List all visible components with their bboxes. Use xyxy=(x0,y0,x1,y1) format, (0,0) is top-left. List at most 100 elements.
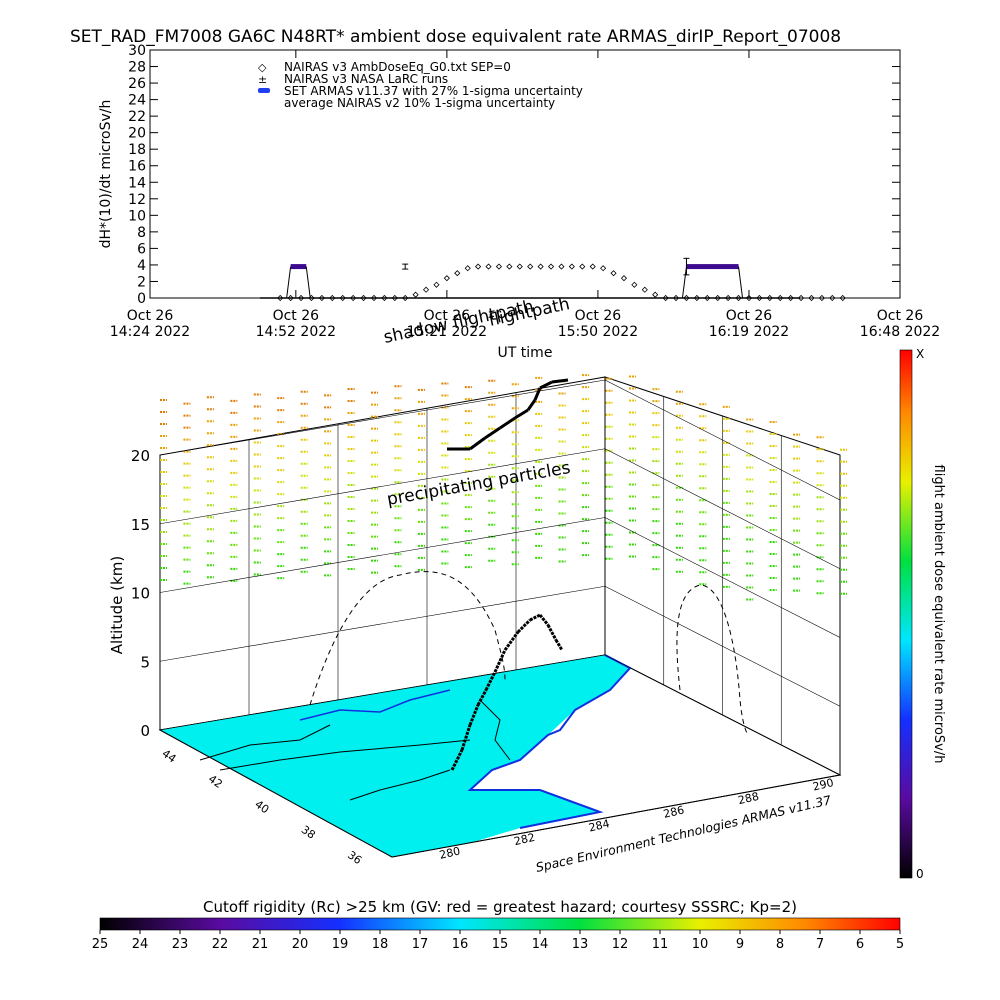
flightpath-segment xyxy=(529,613,541,622)
longitude-axis: 280 282 284 286 288 290 xyxy=(438,776,835,862)
nairas-point xyxy=(610,270,617,277)
nairas-point xyxy=(443,275,450,282)
nairas-point xyxy=(506,263,513,270)
x-tick-label-line1: Oct 26 xyxy=(575,308,622,324)
state-border-1 xyxy=(219,739,471,771)
3d-scene: 0 5 10 15 20 44 42 40 38 36 280 282 284 286 288 290 A… xyxy=(108,294,847,875)
timeseries-series xyxy=(260,257,846,302)
river xyxy=(479,699,511,761)
inland-water-1 xyxy=(299,689,451,721)
y-tick-label: 18 xyxy=(128,142,146,158)
upper-flightpath-segment xyxy=(533,387,542,401)
legend-symbol: ± xyxy=(258,73,267,86)
y-tick-label: 0 xyxy=(137,291,146,307)
timeseries-y-axis-label: dH*(10)/dt microSv/h xyxy=(98,100,114,249)
altitude-gridline xyxy=(159,585,606,662)
altitude-axis-label: Altitude (km) xyxy=(108,556,126,654)
rigidity-tick-label: 13 xyxy=(572,937,589,952)
altitude-gridline xyxy=(159,448,606,525)
rigidity-colorbar-title: Cutoff rigidity (Rc) >25 km (GV: red = g… xyxy=(203,898,797,916)
latitude-tick-label: 36 xyxy=(345,848,364,867)
nairas-point xyxy=(818,294,825,302)
legend-entry: NAIRAS v3 AmbDoseEq_G0.txt SEP=0 xyxy=(284,60,511,74)
altitude-gridline xyxy=(604,448,841,570)
rigidity-tick-label: 19 xyxy=(332,937,349,952)
nairas-point xyxy=(464,265,471,272)
x-tick-label-line1: Oct 26 xyxy=(273,308,320,324)
flightpath-segment xyxy=(484,671,497,691)
rigidity-tick-label: 15 xyxy=(492,937,509,952)
rigidity-tick-label: 23 xyxy=(172,937,189,952)
x-tick-label-line1: Oct 26 xyxy=(877,308,924,324)
flightpath-segment xyxy=(493,649,507,673)
armas-segment xyxy=(686,264,739,270)
x-tick-label-line2: 14:24 2022 xyxy=(110,324,190,340)
nairas-point xyxy=(516,263,523,270)
armas-rise xyxy=(286,266,292,299)
flightpath-segment xyxy=(468,704,480,726)
legend-symbol-armas xyxy=(258,88,270,93)
legend-entry: average NAIRAS v2 10% 1-sigma uncertaint… xyxy=(284,96,555,110)
y-tick-label: 8 xyxy=(137,225,146,241)
floor-front-edge xyxy=(391,774,841,858)
nairas-point xyxy=(547,263,555,270)
armas-rise xyxy=(681,266,687,299)
annotation-precipitating-particles: precipitating particles xyxy=(385,458,572,510)
rigidity-tick-label: 6 xyxy=(856,937,864,952)
altitude-gridline xyxy=(604,517,841,638)
nairas-point xyxy=(631,281,638,288)
y-tick-label: 28 xyxy=(128,60,146,76)
rigidity-colorbar xyxy=(99,917,901,931)
x-tick-label-line2: 15:21 2022 xyxy=(407,324,487,340)
x-tick-label-line2: 15:50 2022 xyxy=(558,324,638,340)
dose-colorbar-label: flight ambient dose equivalent rate micr… xyxy=(931,465,946,764)
rigidity-tick-label: 18 xyxy=(372,937,389,952)
latitude-tick-label: 38 xyxy=(299,823,318,842)
latitude-tick-label: 42 xyxy=(206,772,225,791)
rigidity-tick-label: 22 xyxy=(212,937,229,952)
x-tick-label-line2: 16:19 2022 xyxy=(709,324,789,340)
longitude-tick-label: 280 xyxy=(438,844,461,861)
upper-flightpath-segment xyxy=(539,380,553,390)
rigidity-tick-label: 5 xyxy=(896,937,904,952)
legend-entry: SET ARMAS v11.37 with 27% 1-sigma uncert… xyxy=(284,84,583,98)
flightpath-segment xyxy=(538,614,550,626)
altitude-tick-label: 20 xyxy=(131,447,150,465)
flightpath-segment xyxy=(460,724,472,751)
x-tick-label-line1: Oct 26 xyxy=(726,308,773,324)
altitude-tick-label: 15 xyxy=(131,516,150,534)
nairas-point xyxy=(620,275,628,282)
altitude-gridline xyxy=(159,379,606,456)
nairas-point xyxy=(485,263,492,270)
rigidity-tick-label: 14 xyxy=(532,937,549,952)
rigidity-tick-label: 11 xyxy=(652,937,669,952)
rigidity-tick-label: 12 xyxy=(612,937,629,952)
y-tick-label: 26 xyxy=(128,76,146,92)
y-tick-label: 6 xyxy=(137,241,146,257)
nairas-point xyxy=(537,263,544,270)
rigidity-tick-label: 21 xyxy=(252,937,269,952)
nairas-point xyxy=(454,270,461,277)
dose-rate-colorbar xyxy=(899,349,913,879)
flightpath-segment xyxy=(546,624,558,641)
y-tick-label: 16 xyxy=(128,159,146,175)
y-tick-label: 2 xyxy=(137,274,146,290)
nairas-point xyxy=(652,291,659,298)
longitude-tick-label: 284 xyxy=(587,817,610,834)
latitude-tick-label: 44 xyxy=(160,747,179,766)
altitude-gridline xyxy=(604,654,841,776)
nairas-point xyxy=(475,263,482,270)
rigidity-tick-label: 7 xyxy=(816,937,824,952)
altitude-gridline xyxy=(159,654,606,731)
nairas-point xyxy=(797,294,805,302)
nairas-point xyxy=(589,263,596,270)
ocean-region xyxy=(160,655,630,857)
flight-tracks xyxy=(447,378,569,771)
rigidity-tick-label: 10 xyxy=(692,937,709,952)
nairas-point xyxy=(422,286,430,293)
y-tick-label: 24 xyxy=(128,93,146,109)
flightpath-segment xyxy=(516,618,532,634)
dose-colorbar-bottom-label: 0 xyxy=(916,867,924,881)
